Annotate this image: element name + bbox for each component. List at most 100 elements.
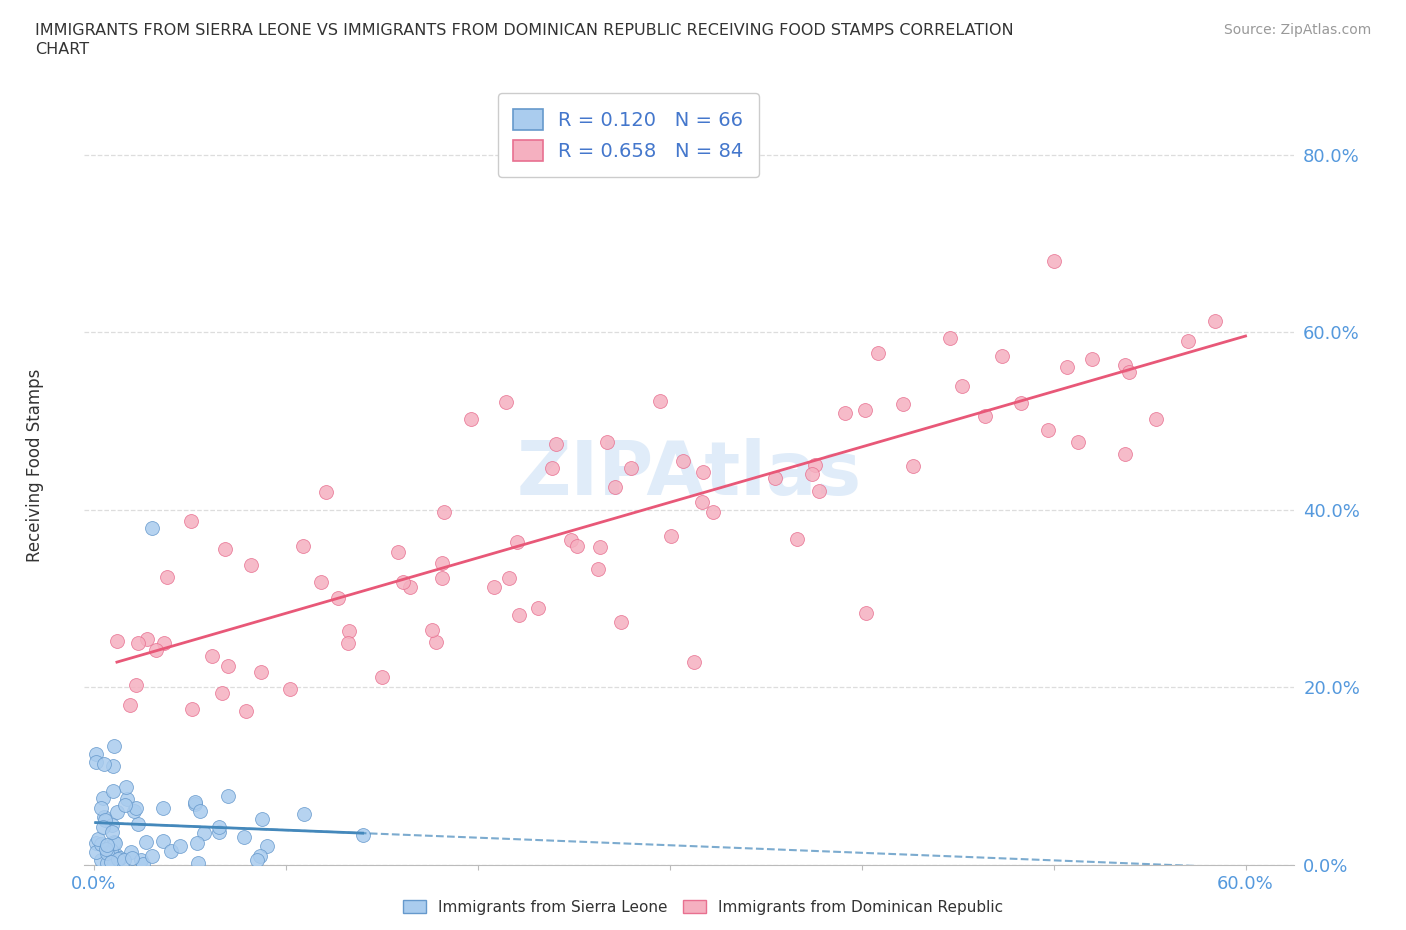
Point [250, 665, 273, 680]
Point [181, 702, 204, 717]
Point [96, 846, 118, 861]
Text: Source: ZipAtlas.com: Source: ZipAtlas.com [1223, 23, 1371, 37]
Point [90, 836, 112, 851]
Point [100, 856, 122, 870]
Point [256, 838, 278, 853]
Point [495, 394, 517, 409]
Point [560, 532, 582, 547]
Point [152, 834, 174, 849]
Point [84, 747, 107, 762]
Point [132, 857, 155, 871]
Point [326, 591, 349, 605]
Point [90, 852, 112, 867]
Point [1067, 434, 1090, 449]
Point [1038, 422, 1060, 437]
Text: IMMIGRANTS FROM SIERRA LEONE VS IMMIGRANTS FROM DOMINICAN REPUBLIC RECEIVING FOO: IMMIGRANTS FROM SIERRA LEONE VS IMMIGRAN… [35, 23, 1014, 38]
Point [101, 783, 124, 798]
Point [211, 686, 233, 701]
Point [129, 853, 152, 868]
Point [100, 825, 122, 840]
Point [100, 855, 122, 870]
Point [603, 479, 626, 494]
Point [93, 809, 115, 824]
Point [84, 844, 107, 859]
Point [105, 848, 128, 863]
Point [309, 574, 332, 589]
Point [114, 798, 136, 813]
Point [217, 789, 239, 804]
Point [232, 830, 254, 844]
Point [125, 801, 148, 816]
Point [127, 636, 149, 651]
Point [371, 670, 394, 684]
Point [120, 698, 142, 712]
Point [183, 796, 205, 811]
Point [1114, 358, 1136, 373]
Point [153, 635, 176, 650]
Point [433, 505, 456, 520]
Legend: Immigrants from Sierra Leone, Immigrants from Dominican Republic: Immigrants from Sierra Leone, Immigrants… [395, 892, 1011, 923]
Point [94, 813, 117, 828]
Point [763, 471, 786, 485]
Point [115, 792, 138, 807]
Point [430, 571, 453, 586]
Point [425, 634, 447, 649]
Point [565, 539, 588, 554]
Point [246, 853, 269, 868]
Point [93, 756, 115, 771]
Point [208, 824, 231, 839]
Point [682, 655, 704, 670]
Point [786, 532, 808, 547]
Point [460, 411, 482, 426]
Point [96, 856, 118, 870]
Point [103, 738, 125, 753]
Point [105, 633, 128, 648]
Point [589, 540, 612, 555]
Point [595, 435, 617, 450]
Point [127, 817, 149, 831]
Point [337, 623, 360, 638]
Point [208, 819, 231, 834]
Point [702, 504, 724, 519]
Point [97, 844, 120, 859]
Point [186, 835, 208, 850]
Point [103, 758, 125, 773]
Point [291, 538, 314, 553]
Point [1010, 396, 1032, 411]
Point [184, 795, 207, 810]
Point [156, 570, 179, 585]
Point [506, 535, 529, 550]
Point [91, 790, 114, 805]
Point [855, 605, 877, 620]
Point [87, 831, 110, 846]
Point [387, 545, 409, 560]
Point [96, 842, 118, 857]
Point [1081, 352, 1104, 366]
Point [544, 436, 567, 451]
Point [180, 513, 202, 528]
Point [672, 453, 695, 468]
Point [991, 348, 1014, 363]
Point [240, 557, 263, 572]
Point [1056, 360, 1078, 375]
Point [84, 754, 107, 769]
Point [541, 461, 564, 476]
Point [484, 579, 506, 594]
Point [100, 843, 122, 857]
Point [169, 839, 191, 854]
Point [866, 345, 889, 360]
Point [648, 393, 671, 408]
Point [105, 804, 128, 819]
Point [122, 804, 145, 818]
Point [903, 458, 925, 473]
Point [84, 835, 107, 850]
Point [103, 835, 125, 850]
Point [659, 528, 682, 543]
Point [201, 648, 224, 663]
Point [891, 397, 914, 412]
Point [141, 848, 163, 863]
Point [252, 811, 274, 826]
Point [152, 801, 174, 816]
Legend: R = 0.120   N = 66, R = 0.658   N = 84: R = 0.120 N = 66, R = 0.658 N = 84 [498, 93, 759, 177]
Point [292, 806, 315, 821]
